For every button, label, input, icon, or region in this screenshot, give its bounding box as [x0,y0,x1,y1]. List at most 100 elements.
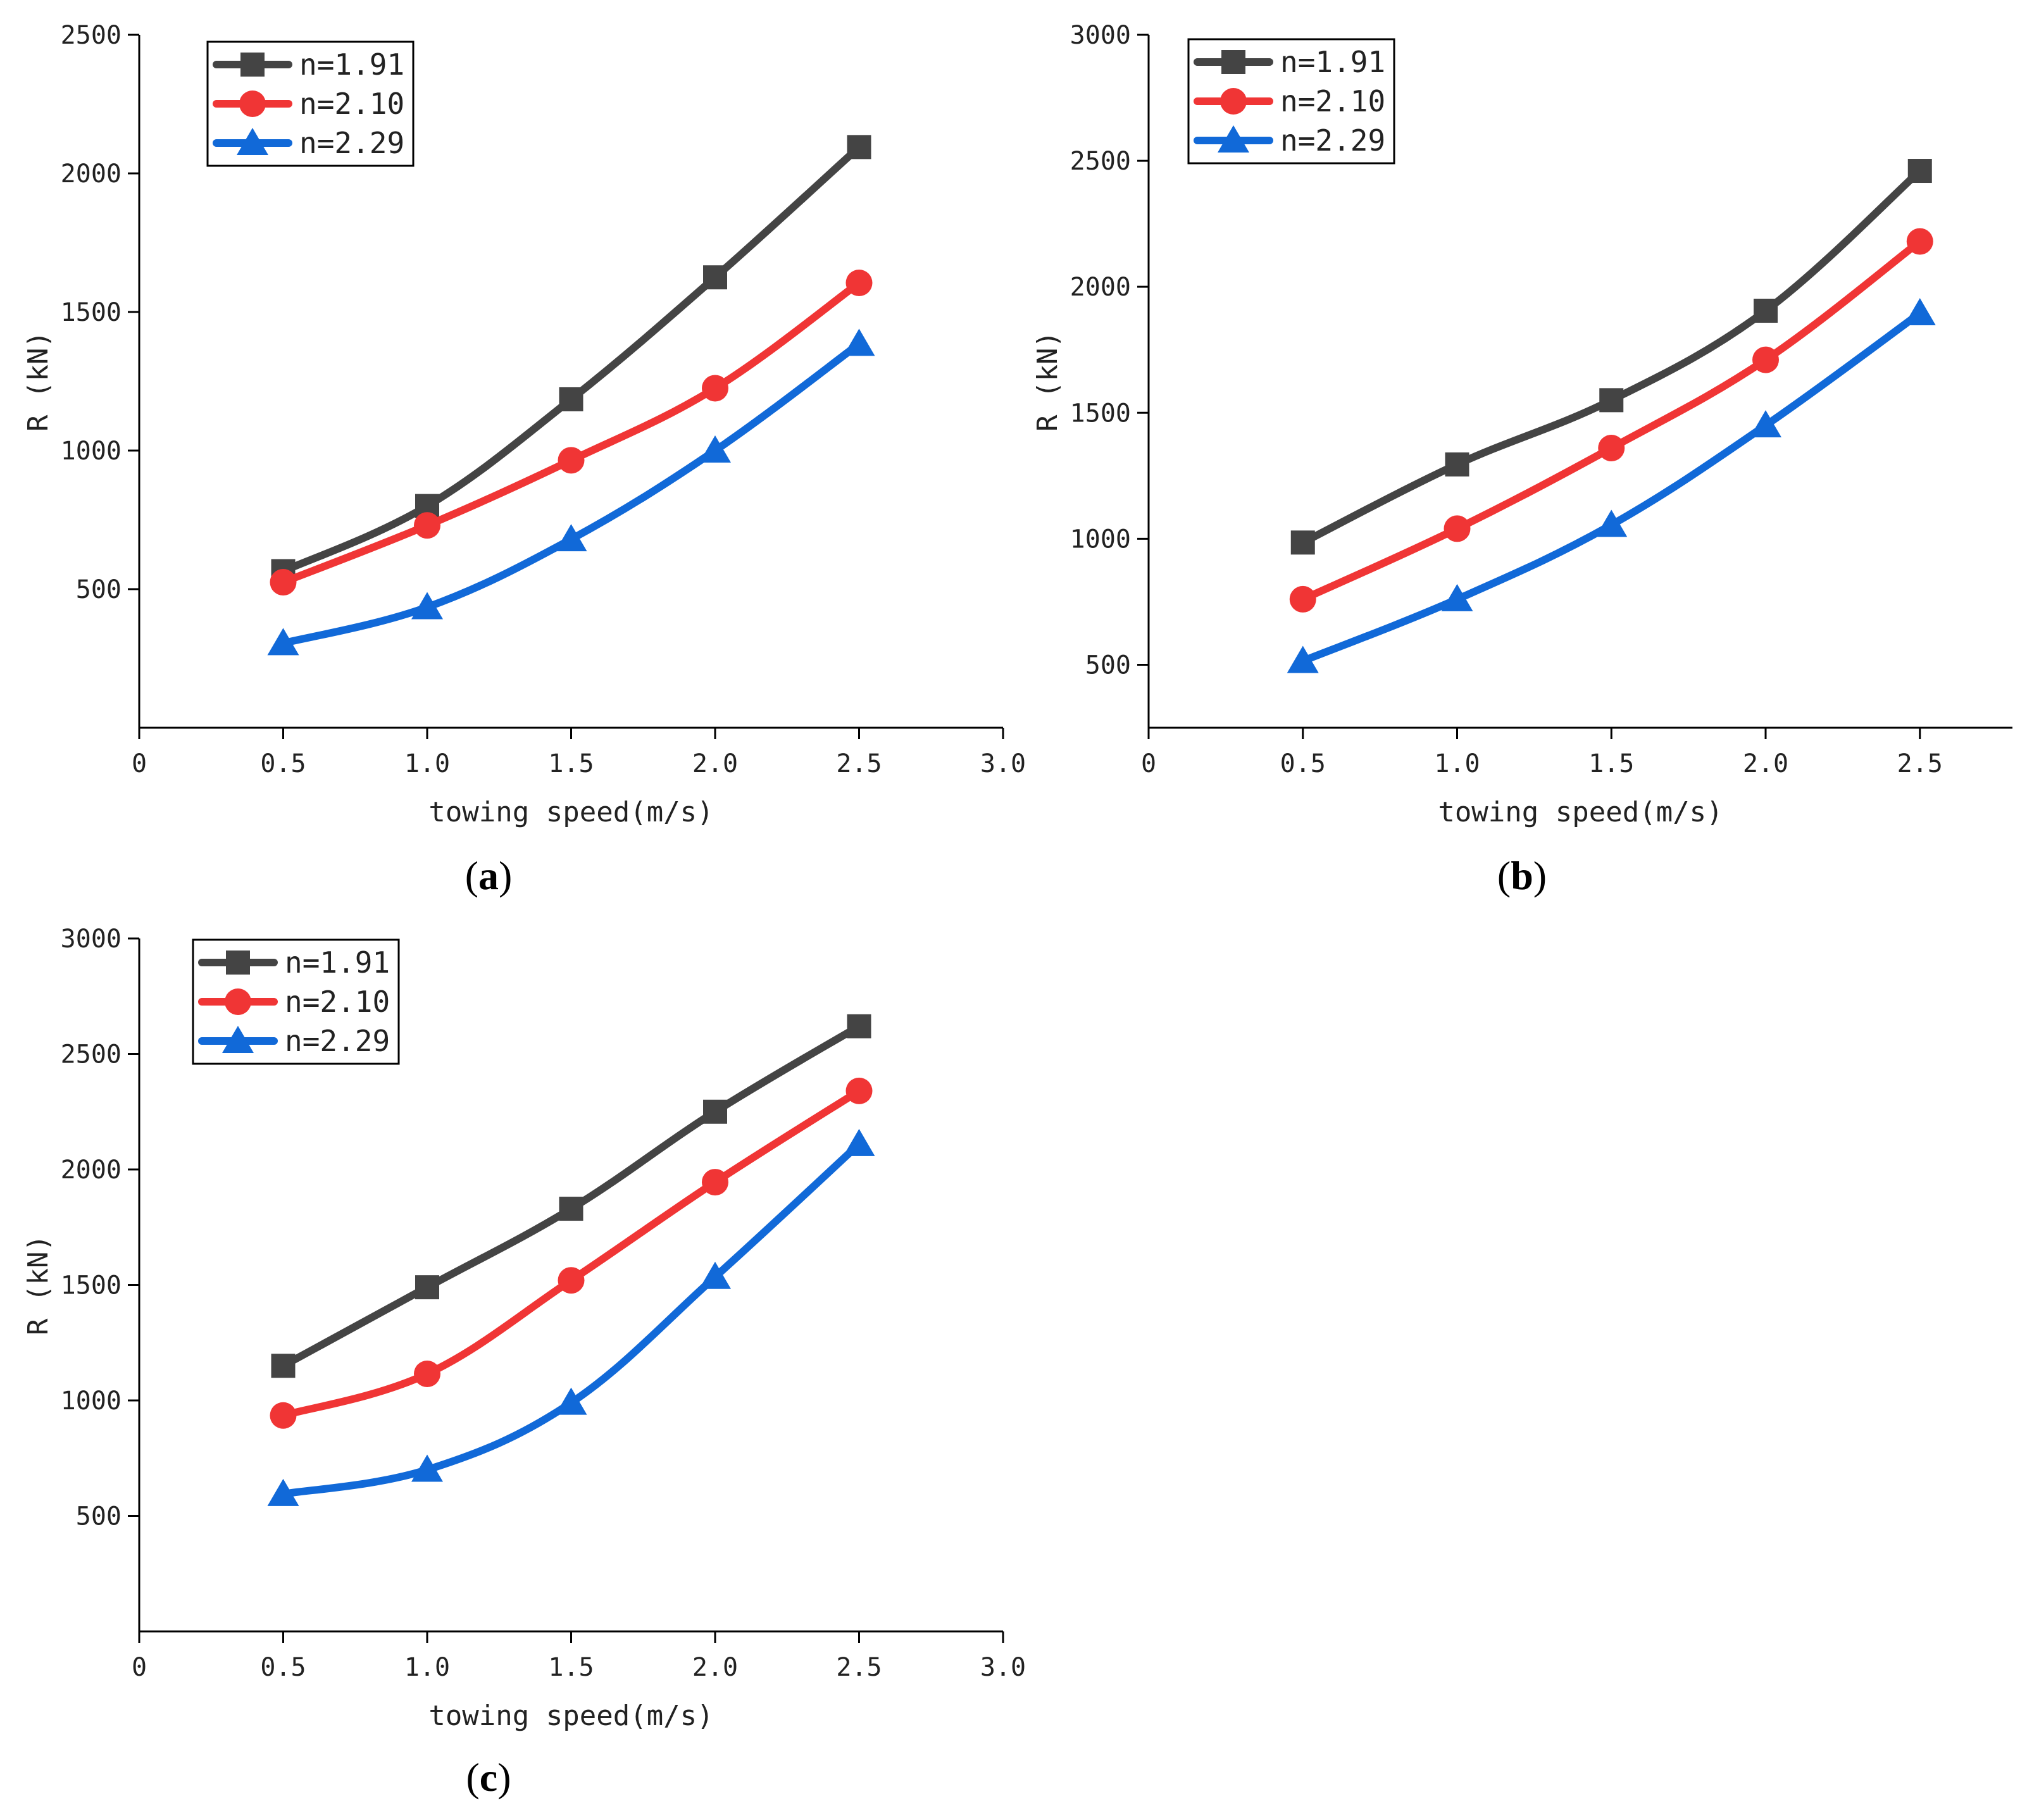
legend-label: n=1.91 [1280,45,1385,79]
series-3 [267,1128,875,1506]
legend: n=1.91 n=2.10 n=2.29 [1187,38,1395,165]
x-tick-label: 2.5 [1897,749,1943,778]
x-tick-label: 2.5 [836,749,882,778]
data-point [559,1197,583,1221]
legend-marker [226,951,250,975]
data-point [1907,159,1932,184]
y-tick-label: 2000 [1070,273,1131,302]
data-point [843,1128,875,1156]
data-point [1598,435,1625,462]
series-line [279,143,863,575]
data-point [559,387,583,411]
x-tick-label: 1.0 [404,1653,450,1682]
chart-panel-2: 500 1000 1500 2000 2500 3000 0 0.5 1.0 1.5 2.0 2.5 t… [1032,21,2012,898]
data-point [845,270,873,297]
x-axis-title: towing speed(m/s) [428,1700,713,1732]
data-point [267,1478,299,1506]
data-point [1444,515,1471,542]
legend-label: n=1.91 [299,47,404,82]
series-line [279,1140,863,1498]
y-tick-label: 1500 [61,1271,122,1300]
x-tick-label: 1.0 [404,749,450,778]
series-line [1299,309,1924,665]
data-point [1595,509,1628,537]
series-1 [1290,159,1932,555]
x-tick-label: 1.0 [1434,749,1480,778]
x-axis-title: towing speed(m/s) [428,796,713,828]
data-point [1289,585,1316,613]
x-tick-label: 0 [132,749,147,778]
data-point [1445,452,1469,477]
data-point [1441,583,1473,611]
panel-label: (c) [466,1755,511,1800]
data-point [699,1261,731,1289]
data-point [1906,228,1933,255]
data-point [1754,299,1778,323]
x-tick-label: 2.0 [692,1653,738,1682]
series-2 [1289,228,1933,613]
legend: n=1.91 n=2.10 n=2.29 [192,938,400,1065]
y-tick-label: 1000 [1070,525,1131,554]
x-tick-label: 0.5 [1280,749,1326,778]
legend-label: n=2.10 [299,87,404,121]
legend-marker [222,1026,254,1053]
legend-label: n=2.29 [1280,123,1385,158]
legend-label: n=2.10 [1280,84,1385,118]
series-1 [271,1014,871,1378]
y-tick-label: 500 [76,575,122,604]
data-point [847,1014,871,1038]
x-tick-label: 1.5 [548,1653,594,1682]
y-tick-label: 1000 [61,437,122,466]
y-axis-title: R (kN) [22,331,54,432]
y-tick-label: 2500 [61,21,122,50]
series-line [1299,167,1924,547]
y-tick-label: 1000 [61,1387,122,1416]
legend-marker [1221,50,1245,74]
chart-panel-3: 500 1000 1500 2000 2500 3000 0 0.5 1.0 1.5 2.0 2.5 3… [22,925,1026,1800]
x-tick-label: 1.5 [1588,749,1634,778]
y-tick-label: 1500 [61,298,122,327]
x-tick-label: 2.0 [1743,749,1788,778]
data-point [411,1454,443,1482]
legend: n=1.91 n=2.10 n=2.29 [206,41,415,167]
y-tick-label: 3000 [1070,21,1131,50]
data-point [558,447,585,474]
data-point [415,1275,439,1300]
panel-label: (b) [1497,853,1547,898]
x-tick-label: 0 [1141,749,1156,778]
x-tick-label: 0.5 [260,749,306,778]
x-tick-label: 2.5 [836,1653,882,1682]
data-point [703,1099,727,1124]
chart-panel-1: 500 1000 1500 2000 2500 0 0.5 1.0 1.5 2.0 2.5 3.0 to… [22,21,1026,898]
data-point [270,569,297,596]
legend-label: n=1.91 [285,945,390,980]
data-point [847,135,871,159]
y-tick-label: 1500 [1070,399,1131,428]
series-3 [1287,297,1936,673]
legend-marker [225,988,251,1015]
y-tick-label: 3000 [61,925,122,954]
data-point [414,512,440,539]
x-tick-label: 2.0 [692,749,738,778]
y-tick-label: 2500 [61,1040,122,1069]
series-2 [270,270,873,596]
data-point [702,1169,728,1196]
data-point [271,1354,296,1378]
legend-label: n=2.10 [285,985,390,1019]
data-point [1750,410,1781,438]
data-point [1752,346,1779,373]
data-point [703,265,727,290]
legend-marker [239,90,266,117]
data-point [1287,645,1319,673]
series-line [279,1087,863,1419]
data-point [414,1361,440,1388]
y-axis-title: R (kN) [1032,331,1064,432]
series-3 [267,328,875,656]
x-tick-label: 1.5 [548,749,594,778]
data-point [843,328,875,356]
series-2 [270,1077,873,1429]
data-point [411,592,443,620]
data-point [267,628,299,656]
data-point [558,1267,585,1294]
